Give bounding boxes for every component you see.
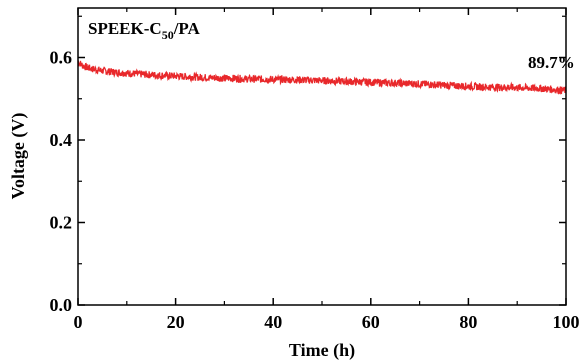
y-tick-label: 0.2 xyxy=(50,213,73,233)
y-tick-label: 0.6 xyxy=(50,48,73,68)
y-tick-label: 0.4 xyxy=(50,130,73,150)
plot-frame xyxy=(77,7,567,306)
chart-title: SPEEK-C50/PA xyxy=(88,19,201,42)
x-tick-label: 0 xyxy=(74,312,83,332)
x-tick-label: 60 xyxy=(362,312,380,332)
x-tick-label: 40 xyxy=(264,312,282,332)
y-axis-title: Voltage (V) xyxy=(8,113,29,200)
x-ticks: 0 20 40 60 80 100 xyxy=(74,8,580,332)
y-ticks: 0.0 0.2 0.4 0.6 xyxy=(50,15,566,315)
x-tick-label: 100 xyxy=(553,312,580,332)
x-tick-label: 20 xyxy=(167,312,185,332)
x-tick-label: 80 xyxy=(459,312,477,332)
x-axis-title: Time (h) xyxy=(289,340,355,360)
plot-layer xyxy=(77,60,567,95)
axes-layer xyxy=(77,7,567,306)
voltage-series-line xyxy=(77,60,567,95)
annotation-retention: 89.7% xyxy=(528,53,575,72)
y-tick-label: 0.0 xyxy=(50,295,73,315)
